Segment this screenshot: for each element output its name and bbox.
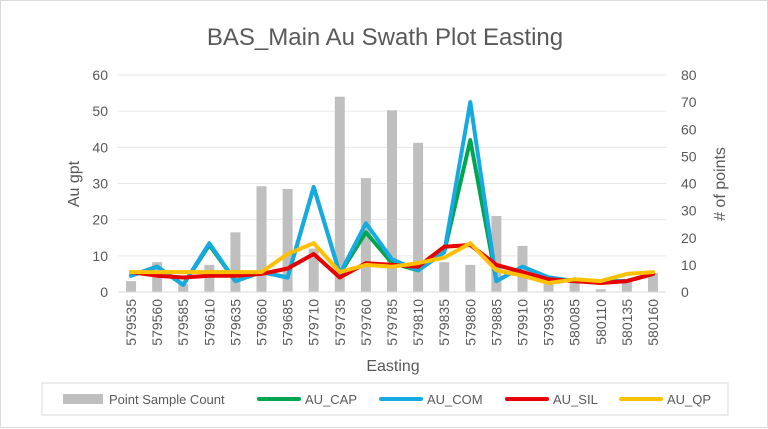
bar: [413, 142, 424, 292]
bar: [439, 262, 450, 292]
legend-label: AU_CAP: [305, 392, 357, 407]
legend: Point Sample Count AU_CAP AU_COM AU_SIL AU_Q…: [63, 392, 711, 407]
x-tick-label: 579660: [254, 299, 270, 346]
x-tick-label: 579585: [175, 299, 191, 346]
x-tick-label: 579885: [488, 299, 504, 346]
legend-label: AU_SIL: [553, 392, 598, 407]
bar: [621, 281, 632, 292]
y-tick-label: 10: [92, 248, 108, 264]
y-tick-label: 50: [92, 103, 108, 119]
bar: [334, 96, 345, 292]
x-tick-label: 579710: [306, 299, 322, 346]
y-axis-ticks: 0 10 20 30 40 50 60: [92, 67, 108, 300]
y-axis-label: Au gpt: [66, 160, 83, 207]
y2-axis-label: # of points: [712, 147, 729, 221]
x-tick-label: 580160: [645, 299, 661, 346]
bar: [569, 278, 580, 292]
y-tick-label: 60: [92, 67, 108, 83]
bar: [595, 289, 606, 292]
x-tick-label: 580085: [567, 299, 583, 346]
series-line-au-qp: [129, 241, 655, 285]
bar: [178, 283, 189, 292]
bar: [308, 248, 319, 292]
x-tick-label: 580135: [619, 299, 635, 346]
x-tick-label: 579610: [201, 299, 217, 346]
x-tick-label: 579760: [358, 299, 374, 346]
y2-tick-label: 10: [681, 257, 697, 273]
x-tick-label: 579785: [384, 299, 400, 346]
chart-title: BAS_Main Au Swath Plot Easting: [207, 24, 563, 51]
bar: [282, 188, 293, 292]
x-axis-label: Easting: [366, 358, 419, 375]
y-tick-label: 30: [92, 176, 108, 192]
y2-tick-label: 60: [681, 121, 697, 137]
bar: [126, 281, 137, 292]
bar: [256, 186, 267, 292]
x-tick-label: 579835: [436, 299, 452, 346]
x-tick-label: 579535: [123, 299, 139, 346]
x-tick-label: 579635: [227, 299, 243, 346]
bar: [204, 264, 215, 292]
y-tick-label: 20: [92, 212, 108, 228]
bar: [491, 216, 502, 292]
x-axis-ticks: 579535 579560 579585 579610 579635 579660 5796…: [123, 299, 661, 346]
x-tick-label: 579560: [149, 299, 165, 346]
y2-tick-label: 0: [681, 284, 689, 300]
legend-swatch-bar: [63, 394, 103, 404]
x-tick-label: 580110: [593, 299, 609, 345]
y2-tick-label: 70: [681, 94, 697, 110]
y-tick-label: 0: [100, 284, 108, 300]
legend-label: AU_QP: [667, 392, 711, 407]
y2-tick-label: 30: [681, 203, 697, 219]
y-tick-label: 40: [92, 139, 108, 155]
x-tick-label: 579735: [332, 299, 348, 346]
y2-axis-ticks: 0 10 20 30 40 50 60 70 80: [681, 67, 697, 300]
legend-label: AU_COM: [427, 392, 483, 407]
y2-tick-label: 50: [681, 148, 697, 164]
bar: [647, 273, 658, 292]
x-tick-label: 579685: [280, 299, 296, 346]
y2-tick-label: 20: [681, 230, 697, 246]
bar: [387, 110, 397, 292]
bar: [230, 232, 241, 292]
y2-tick-label: 40: [681, 176, 697, 192]
x-tick-label: 579860: [462, 299, 478, 346]
legend-label: Point Sample Count: [109, 392, 225, 407]
bar: [465, 264, 476, 292]
x-tick-label: 579935: [541, 299, 557, 346]
line-series: [129, 100, 655, 287]
y2-tick-label: 80: [681, 67, 697, 83]
x-tick-label: 579910: [514, 299, 530, 346]
x-tick-label: 579810: [410, 299, 426, 346]
